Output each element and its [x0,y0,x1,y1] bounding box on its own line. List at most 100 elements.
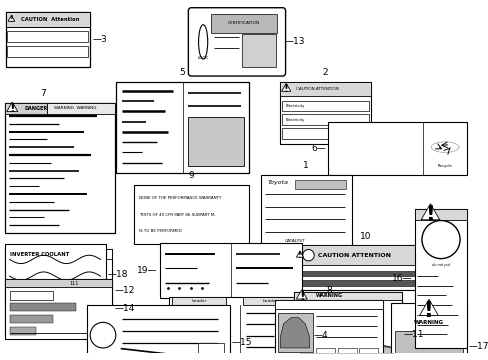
Bar [278,313,312,352]
Bar [159,243,301,298]
Text: 8: 8 [325,287,331,296]
Bar [5,12,90,27]
Text: NONE OF THE PERFORMANCE WARRANTY: NONE OF THE PERFORMANCE WARRANTY [139,196,221,200]
Polygon shape [296,290,306,299]
Text: Toyota: Toyota [267,180,288,185]
Bar [7,31,88,42]
Polygon shape [8,15,15,21]
Text: —14: —14 [114,305,134,314]
Text: 5: 5 [180,68,185,77]
Bar [315,348,335,360]
Text: —4: —4 [313,332,327,341]
Bar [294,246,436,290]
Bar [87,305,229,360]
Text: DANGER: DANGER [24,106,47,111]
Bar [294,246,436,265]
Bar [298,271,431,276]
Text: LOCK: LOCK [197,55,208,59]
Bar [274,300,382,360]
Text: header: header [262,299,277,303]
Bar [5,12,90,67]
Bar [169,297,311,360]
Text: !: ! [9,103,15,116]
Text: WARNING: WARNING [413,320,443,325]
Text: WARNING  WARNING: WARNING WARNING [54,107,97,111]
Text: 2: 2 [322,68,327,77]
Text: CERTIFICATION: CERTIFICATION [228,21,260,25]
Bar [172,297,225,305]
Text: IS TO BE PERFORMED: IS TO BE PERFORMED [139,229,182,233]
Bar [10,327,37,335]
Text: !: ! [283,84,288,94]
Bar [391,303,466,360]
Polygon shape [419,299,437,315]
Bar [211,14,277,32]
Text: —3: —3 [92,35,107,44]
Text: CAUTION ATTENTION: CAUTION ATTENTION [296,87,338,91]
Bar [10,315,53,323]
Text: 10: 10 [359,231,370,240]
Text: CATALYST: CATALYST [285,239,305,243]
Text: CAUTION ATTENTION: CAUTION ATTENTION [318,253,391,258]
Text: —18: —18 [107,270,128,279]
Bar [116,82,248,173]
Bar [294,292,401,360]
Text: —12: —12 [114,286,134,295]
Text: 16—: 16— [391,274,412,283]
Bar [281,100,368,111]
Polygon shape [420,204,439,220]
Bar [4,103,115,233]
Bar [337,348,356,360]
Polygon shape [281,84,290,91]
Bar [281,128,368,139]
Bar [358,348,378,360]
Bar [4,249,112,259]
Bar [295,180,345,189]
Text: !: ! [298,251,301,260]
Bar [69,316,107,326]
Bar [10,291,53,300]
Text: Recycle: Recycle [437,164,452,168]
Text: CAUTION  Attention: CAUTION Attention [20,17,79,22]
Bar [279,82,370,96]
Bar [198,343,224,358]
Text: !: ! [10,15,13,24]
Bar [274,300,382,309]
Text: 6—: 6— [311,144,325,153]
Bar [279,82,370,144]
Text: INVERTER COOLANT: INVERTER COOLANT [10,252,69,257]
Text: !: ! [423,301,433,321]
Bar [187,117,243,166]
Circle shape [90,322,116,348]
Bar [241,34,276,67]
Text: header: header [191,299,206,303]
Circle shape [302,249,314,261]
Text: TESTS OF 40 CFR PART 86 SUBPART M,: TESTS OF 40 CFR PART 86 SUBPART M, [139,213,215,217]
Text: Electricity: Electricity [285,118,304,122]
Text: !: ! [298,290,304,303]
Bar [260,175,351,250]
Text: —15: —15 [231,338,252,347]
Bar [294,292,401,300]
Bar [7,46,88,57]
Text: 9: 9 [188,171,194,180]
Bar [327,122,467,175]
FancyBboxPatch shape [188,8,285,76]
Bar [4,279,112,339]
Ellipse shape [198,25,207,59]
Text: 111: 111 [70,280,79,285]
Text: Electricity: Electricity [285,104,304,108]
Polygon shape [280,318,309,348]
Text: !: ! [425,205,434,225]
Bar [10,303,76,311]
Polygon shape [7,102,18,112]
Bar [394,331,462,360]
Bar [243,297,297,305]
Circle shape [421,221,459,258]
Bar [46,103,115,114]
Bar [298,280,431,286]
Text: 7: 7 [41,89,46,98]
Text: WARNING: WARNING [315,293,342,298]
Text: 19—: 19— [137,266,157,275]
Bar [281,114,368,125]
